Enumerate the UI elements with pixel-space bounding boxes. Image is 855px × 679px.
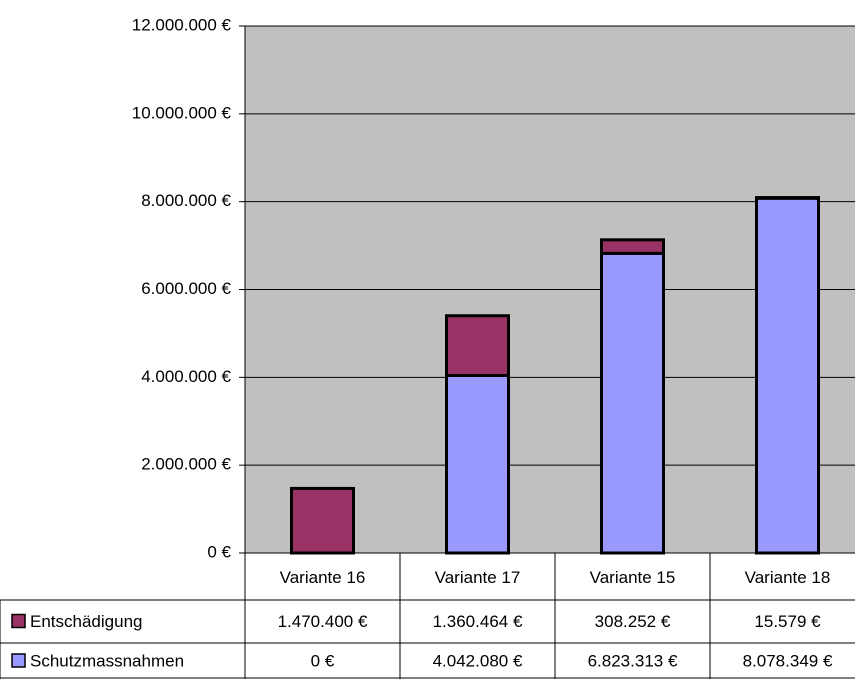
bar-segment <box>755 196 820 200</box>
y-tick-label: 12.000.000 € <box>132 15 232 34</box>
legend-swatch <box>11 613 26 629</box>
bar-segment <box>445 373 510 555</box>
y-tick-label: 2.000.000 € <box>141 455 231 474</box>
x-tick-label: Variante 15 <box>590 568 676 587</box>
legend-swatch <box>11 653 26 668</box>
x-tick-label: Variante 18 <box>745 568 831 587</box>
y-tick-label: 6.000.000 € <box>141 279 231 298</box>
table-value: 4.042.080 € <box>433 651 523 670</box>
table-value: 6.823.313 € <box>588 651 678 670</box>
y-tick-label: 0 € <box>207 542 231 561</box>
legend-label: Entschädigung <box>30 612 142 631</box>
legend-label: Schutzmassnahmen <box>30 651 184 670</box>
table-value: 0 € <box>311 651 335 670</box>
y-tick-label: 8.000.000 € <box>141 191 231 210</box>
bar-segment <box>755 196 820 555</box>
x-tick-label: Variante 17 <box>435 568 521 587</box>
table-value: 8.078.349 € <box>743 651 833 670</box>
y-tick-label: 10.000.000 € <box>132 103 232 122</box>
bar-segment <box>600 238 665 255</box>
table-value: 1.470.400 € <box>278 612 368 631</box>
table-value: 15.579 € <box>754 612 821 631</box>
bar-segment <box>445 314 510 377</box>
table-value: 1.360.464 € <box>433 612 523 631</box>
bar-segment <box>600 251 665 555</box>
bar-segment <box>290 486 355 555</box>
x-tick-label: Variante 16 <box>280 568 366 587</box>
table-value: 308.252 € <box>595 612 671 631</box>
y-tick-label: 4.000.000 € <box>141 367 231 386</box>
